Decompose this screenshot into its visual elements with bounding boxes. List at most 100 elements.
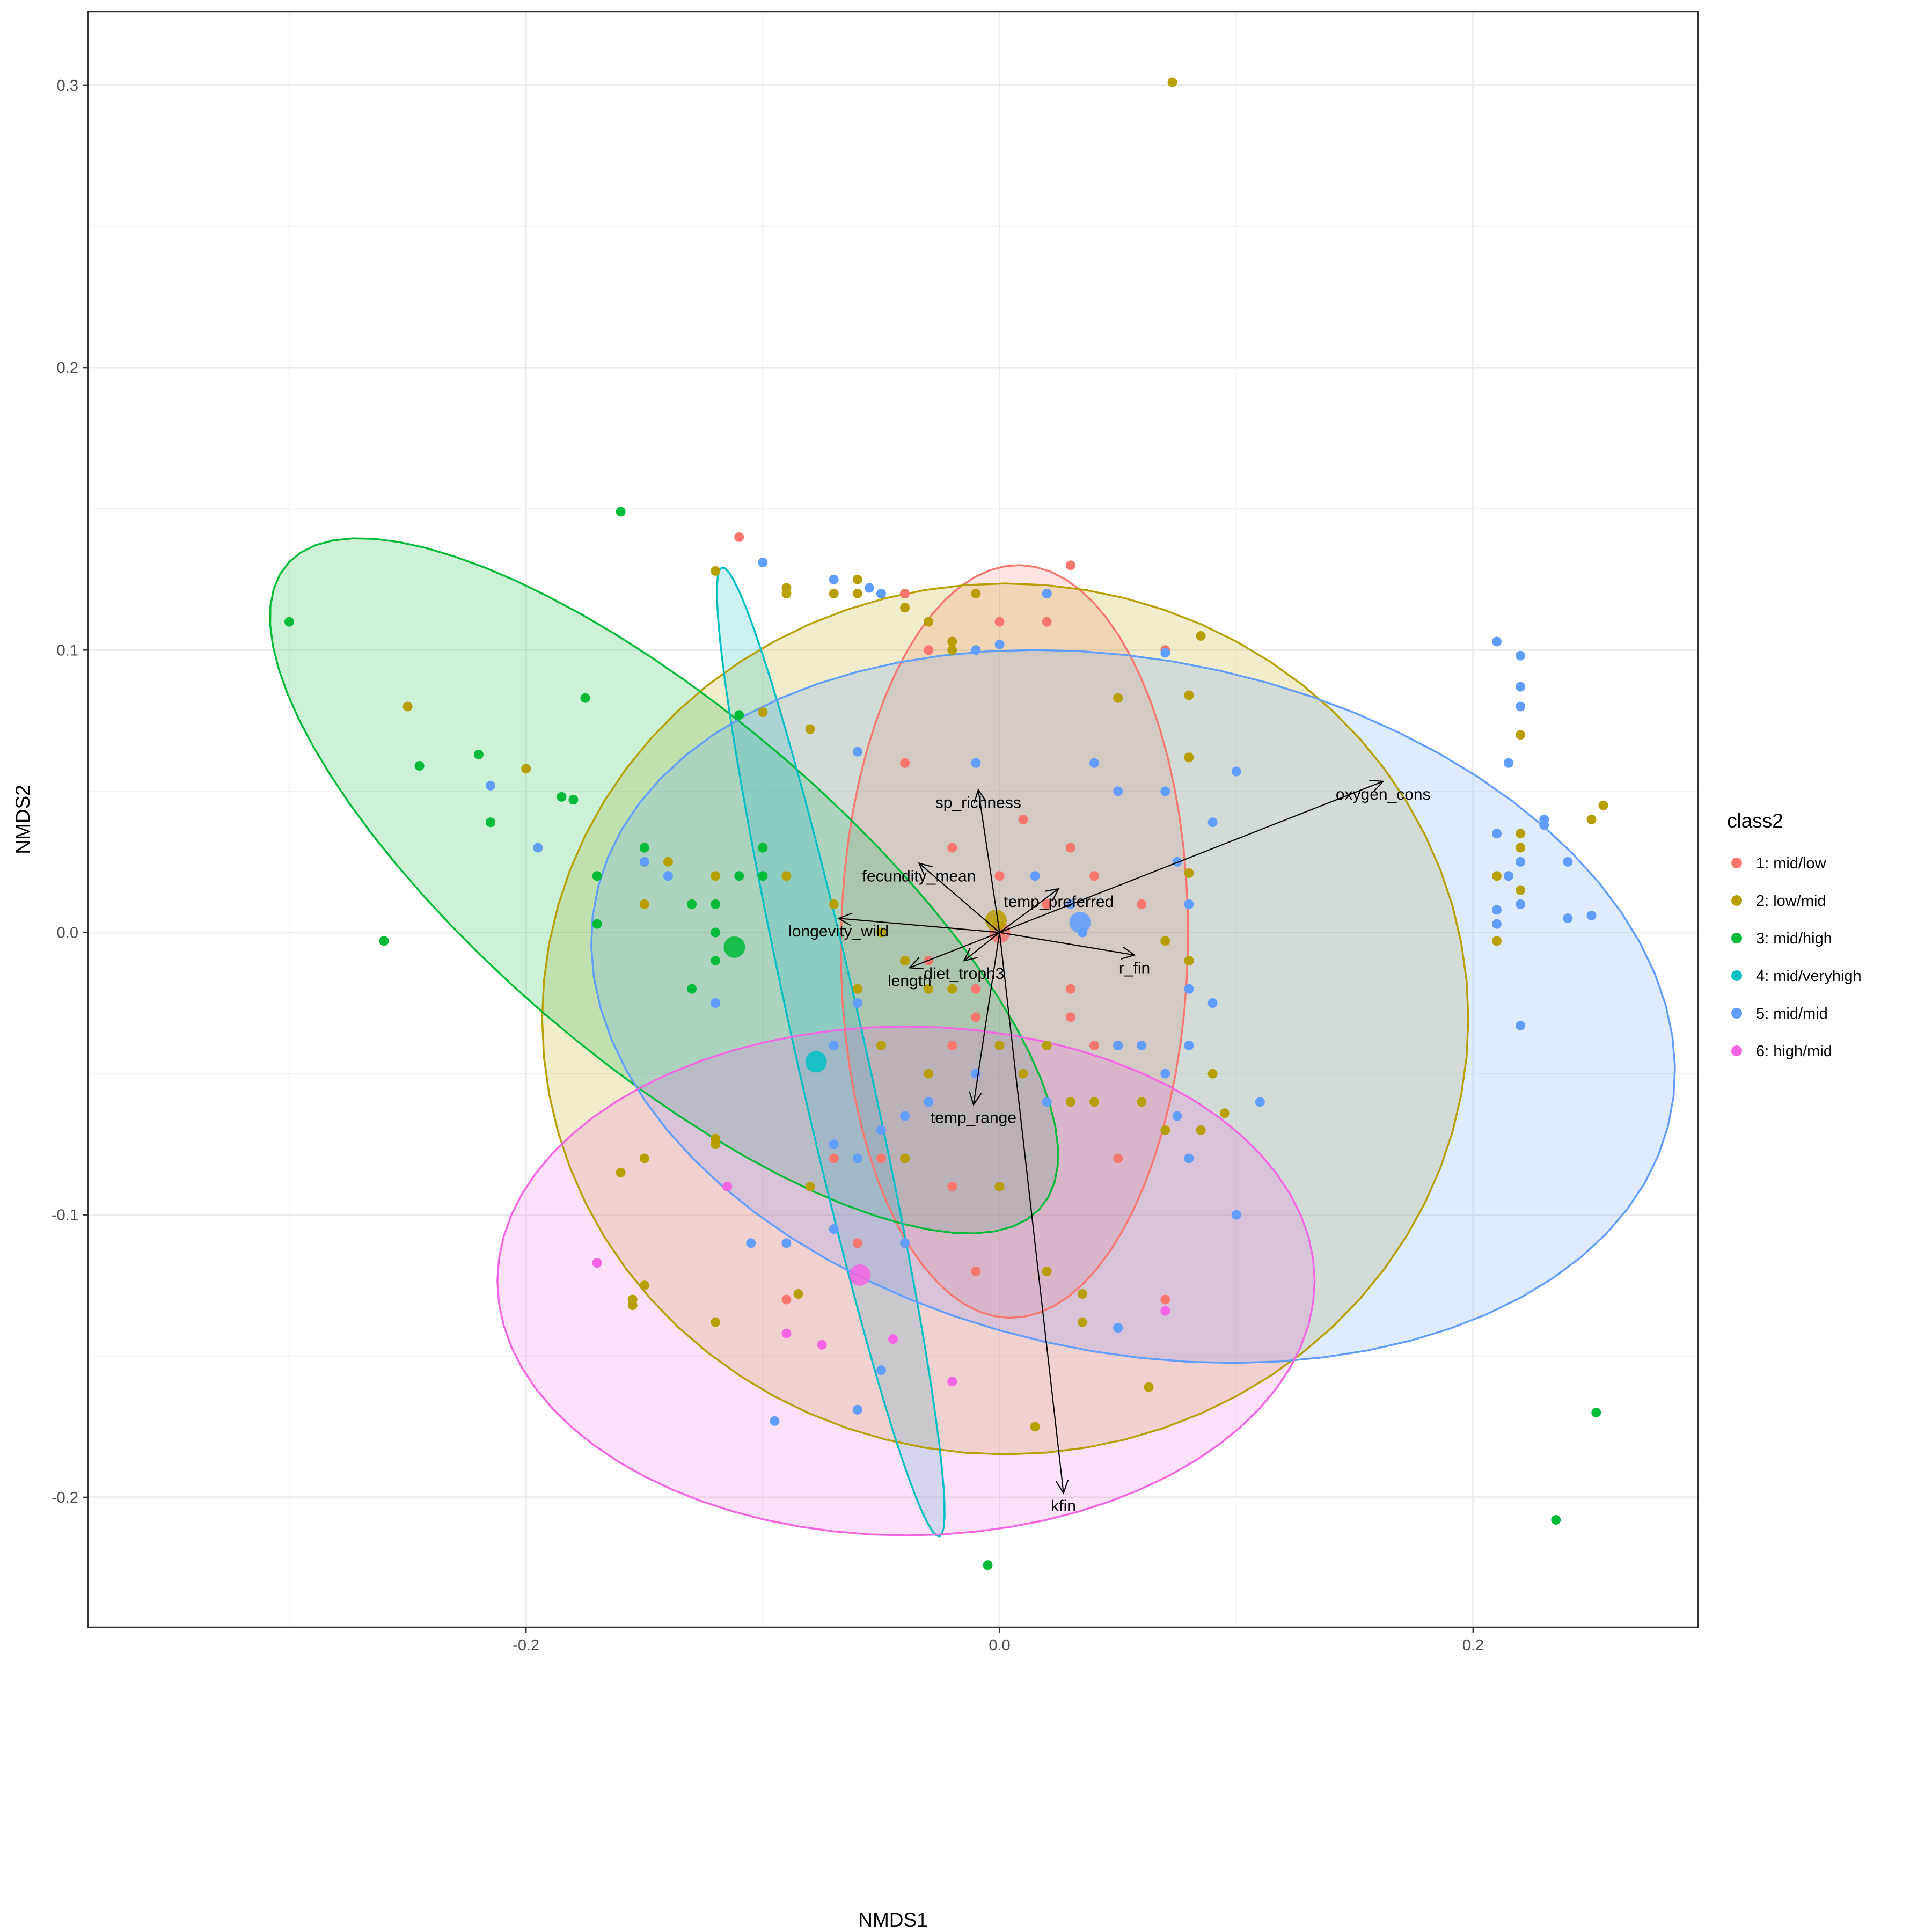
data-point (711, 998, 721, 1008)
data-point (781, 1238, 792, 1248)
data-point (1167, 77, 1177, 87)
data-point (924, 984, 934, 994)
data-point (994, 1182, 1005, 1192)
data-point (829, 1139, 839, 1150)
group-ellipse-outline (590, 649, 1676, 1364)
data-point (1065, 560, 1075, 570)
legend-label: 6: high/mid (1756, 1043, 1832, 1060)
data-point (1042, 1040, 1052, 1050)
data-point (639, 843, 649, 853)
data-point (852, 984, 862, 994)
data-point (1113, 786, 1123, 796)
data-point (1184, 868, 1194, 878)
data-point (947, 1377, 957, 1387)
data-point (473, 749, 484, 759)
data-point (1516, 682, 1526, 692)
data-point (947, 843, 957, 853)
data-point (852, 747, 862, 757)
data-point (1492, 919, 1502, 929)
data-point (1172, 857, 1182, 867)
data-point (592, 919, 602, 929)
group-ellipse-fill (591, 650, 1675, 1363)
group-ellipse-outline (269, 537, 1059, 1234)
data-point (711, 927, 721, 938)
data-point (1042, 617, 1052, 627)
vector-arrowhead (1121, 946, 1136, 960)
data-point (580, 693, 590, 703)
group-centroid (805, 1051, 827, 1073)
data-point (1137, 1040, 1147, 1050)
data-point (1089, 871, 1099, 881)
data-point (1551, 1515, 1561, 1525)
group-ellipse-fill (841, 565, 1188, 1318)
data-points (284, 77, 1608, 1570)
data-point (1018, 1069, 1028, 1079)
data-point (1492, 636, 1502, 647)
data-point (1184, 690, 1194, 700)
legend-label: 5: mid/mid (1756, 1005, 1828, 1022)
vector-arrowhead (837, 912, 852, 926)
data-point (1113, 1153, 1123, 1163)
data-point (1516, 829, 1526, 839)
data-point (284, 617, 294, 627)
vector-label: oxygen_cons (1336, 786, 1431, 803)
data-point (1077, 1289, 1087, 1299)
data-point (1065, 1012, 1075, 1022)
data-point (1516, 650, 1526, 661)
data-point (971, 645, 981, 655)
data-point (533, 843, 543, 853)
data-point (486, 780, 495, 791)
data-point (1516, 1021, 1526, 1031)
data-point (1113, 693, 1123, 703)
data-point (876, 1153, 886, 1163)
vector-arrowhead (974, 788, 987, 803)
vector-label: length (888, 972, 932, 990)
data-point (1160, 648, 1170, 658)
y-tick-label: 0.0 (57, 924, 78, 941)
data-point (829, 899, 839, 909)
group-ellipse-fill (542, 583, 1469, 1454)
vector-arrowhead (1045, 888, 1060, 902)
data-point (1184, 1040, 1194, 1050)
data-point (1160, 1306, 1170, 1316)
data-point (994, 617, 1005, 627)
data-point (781, 589, 792, 599)
data-point (1196, 631, 1206, 641)
data-point (711, 1317, 721, 1327)
data-point (829, 574, 839, 584)
data-point (711, 899, 721, 909)
data-point (1563, 913, 1573, 924)
legend-key (1731, 970, 1742, 981)
data-point (1586, 815, 1597, 824)
data-point (864, 583, 874, 593)
data-point (781, 1328, 792, 1338)
data-point (734, 871, 744, 881)
data-point (924, 1069, 934, 1079)
data-point (876, 1125, 886, 1135)
legend-key (1731, 933, 1742, 943)
data-point (924, 645, 934, 655)
vector-label: temp_range (931, 1109, 1016, 1126)
vector-arrowhead (908, 957, 924, 970)
data-point (758, 871, 768, 881)
legend-key (1731, 1008, 1742, 1019)
data-point (1586, 910, 1597, 920)
data-point (829, 1224, 839, 1234)
data-point (402, 701, 413, 712)
vector-arrow (977, 789, 1000, 933)
data-point (793, 1289, 803, 1299)
data-point (947, 984, 957, 994)
data-point (900, 1238, 910, 1248)
data-point (1516, 885, 1526, 895)
data-point (663, 857, 673, 867)
group-ellipses (269, 537, 1676, 1538)
data-point (1516, 730, 1526, 740)
data-point (521, 764, 531, 774)
legend-label: 3: mid/high (1756, 930, 1832, 947)
legend: class2 1: mid/low 2: low/mid 3: mid/high 4:… (1727, 810, 1862, 1060)
data-point (781, 1294, 792, 1305)
data-point (817, 1340, 827, 1350)
data-point (852, 574, 862, 584)
data-point (687, 984, 697, 994)
